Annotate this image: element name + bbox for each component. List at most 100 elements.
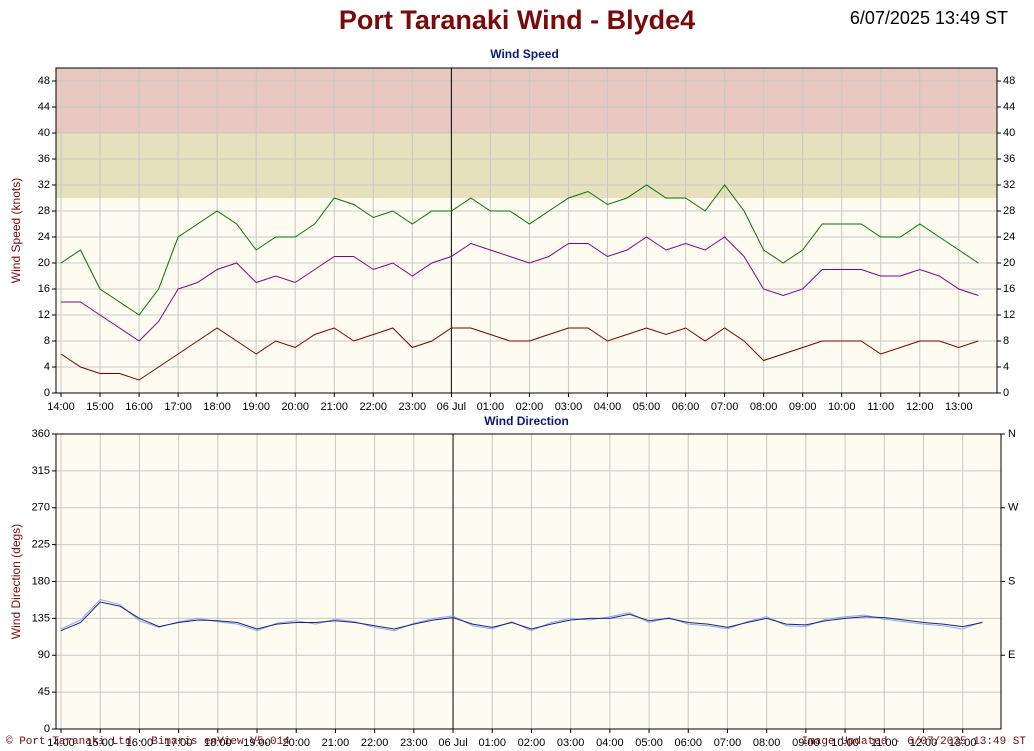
x-tick-label: 16:00	[125, 401, 153, 413]
y-tick-label: 8	[44, 335, 50, 347]
x-tick-label: 08:00	[750, 401, 778, 413]
x-tick-label: 21:00	[322, 737, 350, 749]
plot-frame	[55, 433, 1002, 730]
y-axis-label: Wind Direction (degs)	[9, 524, 23, 639]
x-tick-label: 16:00	[126, 737, 154, 749]
y-tick-label: 315	[32, 465, 50, 477]
series-line	[60, 327, 979, 381]
x-tick-label: 02:00	[518, 737, 546, 749]
y-tick-label: 90	[38, 649, 50, 661]
x-tick-label: 13:00	[945, 401, 973, 413]
y-tick-label: 32	[38, 179, 50, 191]
y2-tick-label: S	[1008, 575, 1015, 587]
x-tick-label: 14:00	[47, 401, 75, 413]
y2-tick-label: 48	[1003, 75, 1015, 87]
x-tick-label: 15:00	[86, 401, 114, 413]
y2-tick-label: 40	[1003, 127, 1015, 139]
y-tick-label: 4	[44, 361, 50, 373]
y2-tick-label: N	[1008, 428, 1016, 440]
x-tick-label: 01:00	[478, 737, 506, 749]
y-tick-label: 0	[44, 723, 50, 735]
y-tick-label: 12	[38, 309, 50, 321]
x-tick-label: 15:00	[86, 737, 114, 749]
x-tick-label: 19:00	[243, 737, 271, 749]
y2-tick-label: 36	[1003, 153, 1015, 165]
plot-frame	[55, 67, 998, 394]
y2-tick-label: 12	[1003, 309, 1015, 321]
x-tick-label: 11:00	[871, 737, 898, 749]
x-tick-label: 10:00	[828, 401, 856, 413]
x-tick-label: 06:00	[672, 401, 700, 413]
x-tick-label: 06 Jul	[437, 401, 466, 413]
y-tick-label: 24	[38, 231, 50, 243]
x-tick-label: 11:00	[867, 401, 894, 413]
x-tick-label: 07:00	[714, 737, 742, 749]
x-tick-label: 05:00	[633, 401, 661, 413]
x-tick-label: 20:00	[281, 401, 309, 413]
x-tick-label: 20:00	[282, 737, 310, 749]
y-tick-label: 135	[32, 612, 50, 624]
x-tick-label: 23:00	[400, 737, 428, 749]
x-tick-label: 06:00	[674, 737, 702, 749]
y2-tick-label: 0	[1003, 387, 1009, 399]
y2-tick-label: 44	[1003, 101, 1015, 113]
y2-tick-label: W	[1008, 502, 1019, 514]
y-tick-label: 225	[32, 539, 50, 551]
y2-tick-label: E	[1008, 649, 1015, 661]
zone-band	[56, 133, 997, 198]
y-tick-label: 44	[38, 101, 50, 113]
x-tick-label: 23:00	[399, 401, 427, 413]
x-tick-label: 04:00	[596, 737, 624, 749]
x-tick-label: 19:00	[242, 401, 270, 413]
y-tick-label: 270	[32, 502, 50, 514]
x-tick-label: 17:00	[165, 737, 193, 749]
x-tick-label: 22:00	[361, 737, 389, 749]
y2-tick-label: 4	[1003, 361, 1009, 373]
timestamp: 6/07/2025 13:49 ST	[850, 8, 1008, 28]
x-tick-label: 12:00	[910, 737, 938, 749]
x-tick-label: 21:00	[320, 401, 348, 413]
y-tick-label: 180	[32, 575, 50, 587]
y2-tick-label: 24	[1003, 231, 1015, 243]
y-axis-label: Wind Speed (knots)	[9, 178, 23, 283]
x-tick-label: 09:00	[792, 737, 820, 749]
x-tick-label: 04:00	[594, 401, 622, 413]
zone-band	[56, 68, 997, 133]
footer-left: © Port Taranaki Ltd - Bimaris enView V5.…	[6, 736, 290, 748]
y2-tick-label: 8	[1003, 335, 1009, 347]
y2-tick-label: 20	[1003, 257, 1015, 269]
chart-title: Wind Speed	[490, 47, 559, 61]
x-tick-label: 02:00	[516, 401, 544, 413]
series-line	[60, 184, 979, 316]
page-title: Port Taranaki Wind - Blyde4	[339, 5, 695, 35]
x-tick-label: 08:00	[753, 737, 781, 749]
x-tick-label: 05:00	[635, 737, 663, 749]
y-tick-label: 40	[38, 127, 50, 139]
x-tick-label: 18:00	[204, 737, 232, 749]
y-tick-label: 28	[38, 205, 50, 217]
y-tick-label: 36	[38, 153, 50, 165]
x-tick-label: 06 Jul	[438, 737, 467, 749]
x-tick-label: 22:00	[360, 401, 388, 413]
series-line	[61, 236, 979, 342]
x-tick-label: 07:00	[711, 401, 739, 413]
x-tick-label: 10:00	[831, 737, 859, 749]
footer-right: Image Updated - 6/07/2025 13:49 ST	[802, 736, 1027, 748]
x-tick-label: 01:00	[477, 401, 505, 413]
y-tick-label: 48	[38, 75, 50, 87]
chart-title: Wind Direction	[484, 414, 569, 428]
x-tick-label: 09:00	[789, 401, 817, 413]
y2-tick-label: 28	[1003, 205, 1015, 217]
x-tick-label: 12:00	[906, 401, 934, 413]
y-tick-label: 20	[38, 257, 50, 269]
x-tick-label: 17:00	[164, 401, 192, 413]
x-tick-label: 18:00	[203, 401, 231, 413]
x-tick-label: 13:00	[949, 737, 977, 749]
x-tick-label: 14:00	[47, 737, 75, 749]
y-tick-label: 0	[44, 387, 50, 399]
x-tick-label: 03:00	[557, 737, 585, 749]
y2-tick-label: 32	[1003, 179, 1015, 191]
y-tick-label: 16	[38, 283, 50, 295]
series-line	[60, 601, 983, 632]
